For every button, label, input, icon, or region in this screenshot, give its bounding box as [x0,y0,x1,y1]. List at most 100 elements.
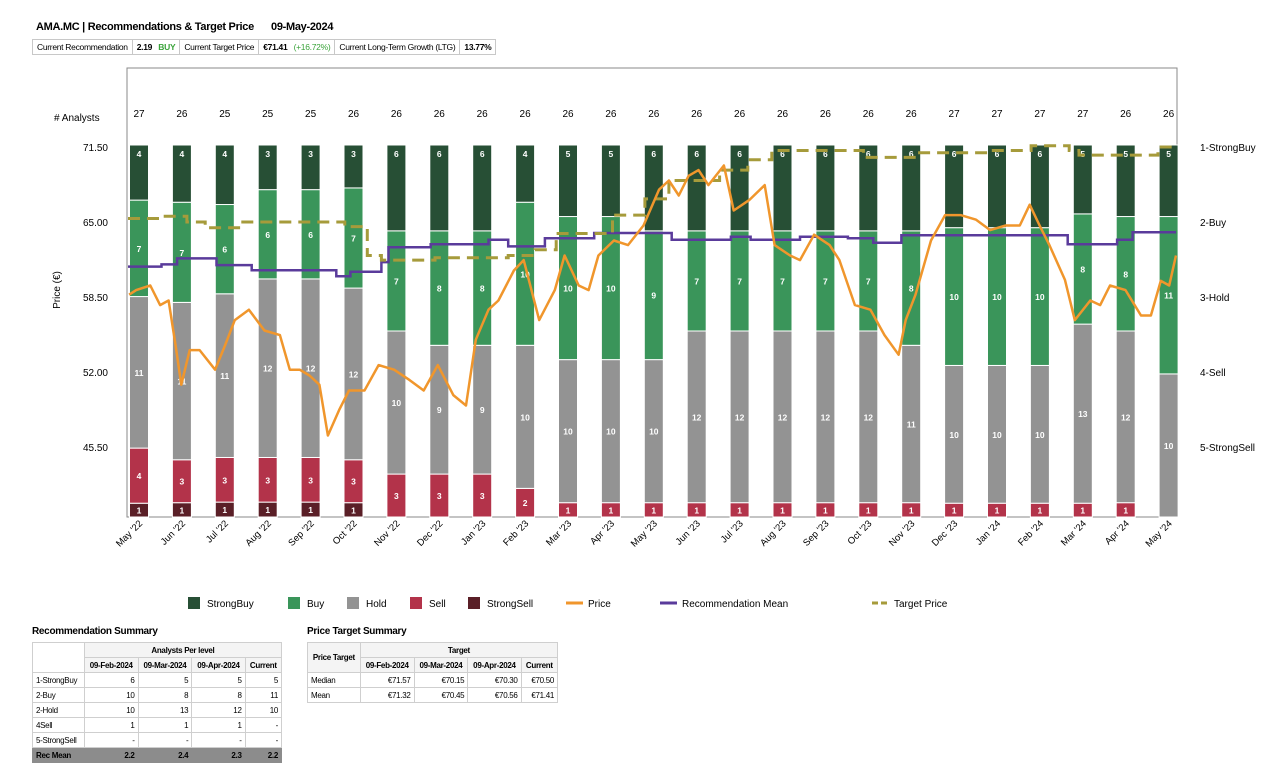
column-header: 09-Mar-2024 [137,657,193,673]
bar-value-label: 6 [909,149,914,159]
bar-value-label: 7 [737,276,742,286]
bar-value-label: 6 [651,149,656,159]
x-tick-label: Jul '23 [719,518,746,545]
legend-label-strongsell: StrongSell [487,599,533,610]
bar-value-label: 3 [265,475,270,485]
bar-value-label: 10 [563,427,573,437]
bar-value-label: 1 [823,505,828,515]
bar-value-label: 10 [1035,430,1045,440]
bar-value-label: 6 [308,230,313,240]
bar-segment-strongbuy [686,144,707,232]
table-cell: - [191,732,246,748]
column-header: Current [520,657,559,673]
table-row: 1-StrongBuy 6 5 5 5 [32,672,283,688]
table-row: Rec Mean 2.2 2.4 2.3 2.2 [32,747,283,763]
bar-value-label: 5 [1166,149,1171,159]
bar-value-label: 6 [737,149,742,159]
analyst-count-label: 26 [520,109,532,120]
bar-value-label: 1 [265,505,270,515]
bar-value-label: 10 [992,292,1002,302]
table-cell: €71.57 [359,672,415,688]
legend-swatch-strongsell [468,597,480,609]
legend-label-recommendation-mean: Recommendation Mean [682,599,788,610]
bar-value-label: 1 [137,506,142,516]
bar-segment-strongbuy [1158,144,1179,218]
bar-value-label: 4 [523,149,528,159]
x-tick-label: Apr '24 [1103,518,1132,547]
x-tick-label: Jul '22 [204,518,231,545]
analyst-count-label: 26 [477,109,489,120]
bar-value-label: 7 [866,276,871,286]
bar-value-label: 9 [437,405,442,415]
row-label: 4Sell [32,717,85,733]
bar-value-label: 6 [995,149,1000,159]
legend-label-sell: Sell [429,599,446,610]
bar-value-label: 3 [351,149,356,159]
analyst-count-label: 26 [176,109,188,120]
row-label: 2-Hold [32,702,85,718]
bar-value-label: 8 [437,284,442,294]
column-header: 09-Apr-2024 [191,657,246,673]
bar-value-label: 12 [692,412,702,422]
table-cell: - [137,732,193,748]
bar-segment-strongbuy [129,144,149,201]
analyst-count-label: 26 [1163,109,1175,120]
x-tick-label: Nov '22 [372,518,402,548]
table-cell: - [244,732,283,748]
x-tick-label: May '23 [629,518,660,549]
x-tick-label: May '22 [114,518,145,549]
legend-label-target-price: Target Price [894,599,948,610]
bar-value-label: 1 [1080,506,1085,516]
bar-value-label: 1 [1038,506,1043,516]
bar-value-label: 4 [137,149,142,159]
column-header: 09-Apr-2024 [467,657,522,673]
bar-value-label: 12 [864,412,874,422]
bar-value-label: 1 [609,505,614,515]
bar-value-label: 6 [780,149,785,159]
legend-label-strongbuy: StrongBuy [207,599,254,610]
bar-value-label: 12 [735,412,745,422]
corner-cell: Price Target [307,642,361,673]
bar-segment-strongbuy [901,144,922,232]
bar-value-label: 3 [180,477,185,487]
table-row: Price Target Target [307,642,559,673]
row-label: 5-StrongSell [32,732,85,748]
bar-segment-strongbuy [214,144,235,206]
analyst-count-label: 25 [305,109,317,120]
table-row: 2-Buy 10 8 8 11 [32,687,283,703]
bar-segment-strongbuy [600,144,621,218]
bar-value-label: 1 [566,505,571,515]
recommendations-chart: # Analysts Price (€) 1411741311741311641… [52,67,1256,610]
table-cell: €70.15 [413,672,469,688]
bar-value-label: 6 [480,149,485,159]
analyst-count-label: 26 [391,109,403,120]
bar-value-label: 1 [222,505,227,515]
bar-segment-strongbuy [429,144,450,232]
analyst-count-label: 26 [1120,109,1132,120]
bar-value-label: 6 [222,245,227,255]
current-recommendation-cell: 2.19 BUY [131,39,181,55]
table-cell: 2.2 [244,747,283,763]
bar-value-label: 3 [437,491,442,501]
bar-value-label: 1 [351,505,356,515]
bar-value-label: 10 [606,427,616,437]
table-cell: - [83,732,139,748]
x-tick-label: Dec '23 [930,518,960,548]
x-tick-label: Jun '22 [159,518,188,547]
table-cell: 13 [137,702,193,718]
x-tick-label: Mar '24 [1059,518,1089,548]
legend-label-buy: Buy [307,599,324,610]
analyst-count-label: 26 [648,109,660,120]
table-cell: €70.45 [413,687,469,703]
bar-value-label: 12 [306,364,316,374]
current-recommendation-label: Current Recommendation [32,39,133,55]
x-tick-label: Nov '23 [887,518,917,548]
bar-value-label: 13 [1078,409,1088,419]
rec-summary-title: Recommendation Summary [32,626,158,637]
right-tick-label: 4-Sell [1200,368,1226,379]
bar-segment-strongbuy [515,144,536,203]
price-line [128,164,1178,437]
y-tick-label: 65.00 [83,218,108,229]
legend-swatch-buy [288,597,300,609]
bar-segment-strongbuy [343,144,364,189]
